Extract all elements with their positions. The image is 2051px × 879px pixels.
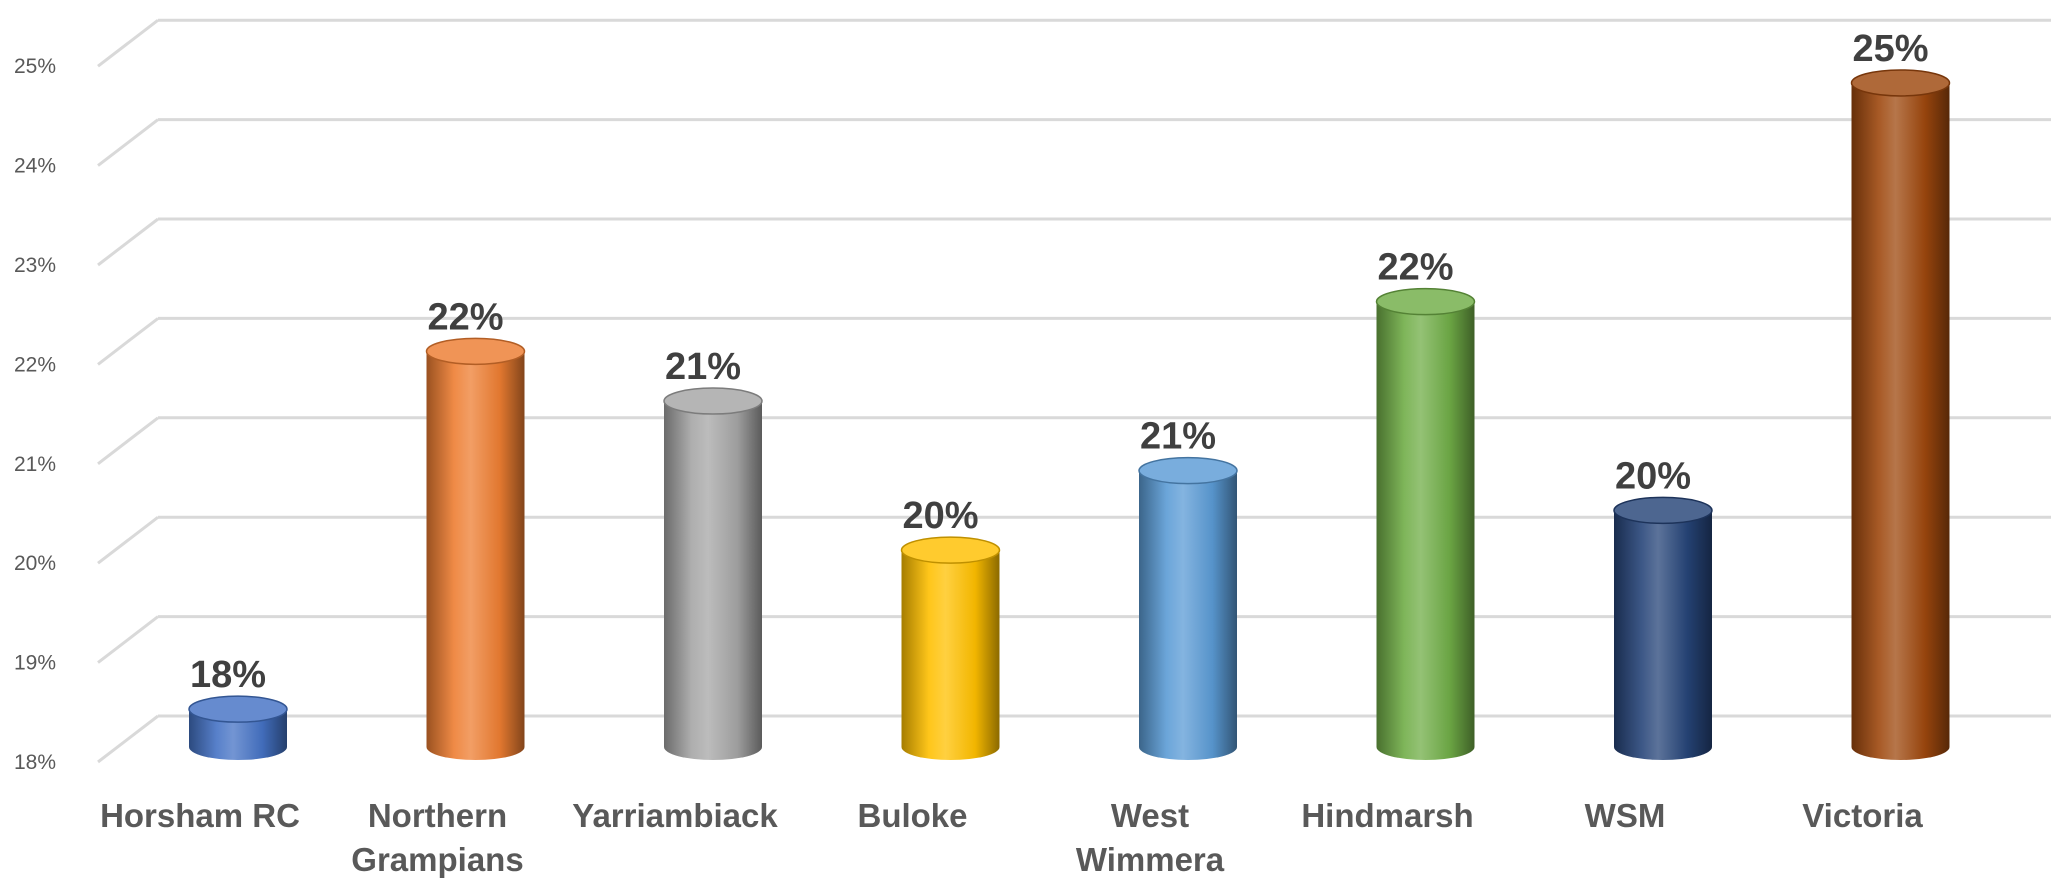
bar-top: [1850, 69, 1951, 97]
bar-top: [1613, 496, 1713, 525]
y-tick-label: 21%: [14, 453, 56, 476]
x-category-label: Horsham RC: [100, 797, 300, 834]
gridline-side: [97, 19, 159, 68]
bar: [1138, 456, 1238, 760]
gridline-side: [97, 217, 159, 267]
data-label: 20%: [1615, 455, 1691, 497]
x-category-label: Buloke: [857, 797, 967, 834]
data-label: 20%: [902, 495, 978, 537]
gridline-side: [97, 118, 159, 167]
x-category-label: West Wimmera: [1076, 797, 1225, 878]
bar: [1375, 287, 1476, 760]
bar-body: [1614, 510, 1712, 760]
data-label: 22%: [1377, 247, 1453, 289]
data-label: 25%: [1852, 28, 1928, 70]
gridline-side: [97, 714, 159, 764]
bar-top: [900, 536, 1001, 564]
bar-body: [1139, 470, 1237, 760]
bar: [1850, 69, 1951, 760]
bar-body: [901, 550, 1000, 760]
data-label: 21%: [1140, 416, 1216, 458]
bar: [425, 337, 526, 760]
x-category-label: Hindmarsh: [1301, 797, 1473, 834]
bar: [900, 536, 1001, 760]
y-axis-ticks: 18% 19% 20% 21% 22% 23% 24% 25%: [14, 55, 56, 774]
y-tick-label: 23%: [14, 254, 56, 277]
gridline-side: [97, 317, 159, 366]
x-category-label: WSM: [1585, 797, 1666, 834]
bar: [1613, 496, 1713, 760]
data-label: 21%: [665, 346, 741, 388]
bar-top: [663, 387, 763, 415]
gridline-side: [97, 516, 159, 565]
bar-body: [189, 709, 287, 760]
bar: [188, 695, 288, 760]
bar-body: [426, 351, 525, 760]
bar-body: [1376, 301, 1475, 760]
y-tick-label: 25%: [14, 55, 56, 78]
bar-body: [664, 401, 762, 760]
y-tick-label: 24%: [14, 155, 56, 178]
data-label: 22%: [427, 296, 503, 338]
x-category-label: Northern Grampians: [351, 797, 523, 878]
gridline-side: [97, 416, 159, 465]
data-labels: 18% 22% 21% 20% 21% 22% 20% 25%: [190, 28, 1929, 696]
gridlines: [97, 18, 2051, 764]
bar-body: [1851, 82, 1950, 760]
bar-top: [188, 695, 288, 723]
bar-top: [425, 337, 526, 366]
gridline-side: [97, 615, 159, 664]
x-category-label: Yarriambiack: [572, 797, 778, 834]
x-axis-categories: Horsham RC Northern Grampians Yarriambiack B…: [100, 797, 1923, 878]
data-label: 18%: [190, 654, 266, 696]
y-tick-label: 19%: [14, 652, 56, 675]
x-category-label: Victoria: [1802, 797, 1923, 834]
y-tick-label: 20%: [14, 552, 56, 575]
y-tick-label: 22%: [14, 353, 56, 376]
bar: [663, 387, 763, 760]
bar-top: [1375, 287, 1476, 316]
bars: [188, 69, 1951, 760]
bar-top: [1138, 456, 1238, 485]
y-tick-label: 18%: [14, 751, 56, 774]
